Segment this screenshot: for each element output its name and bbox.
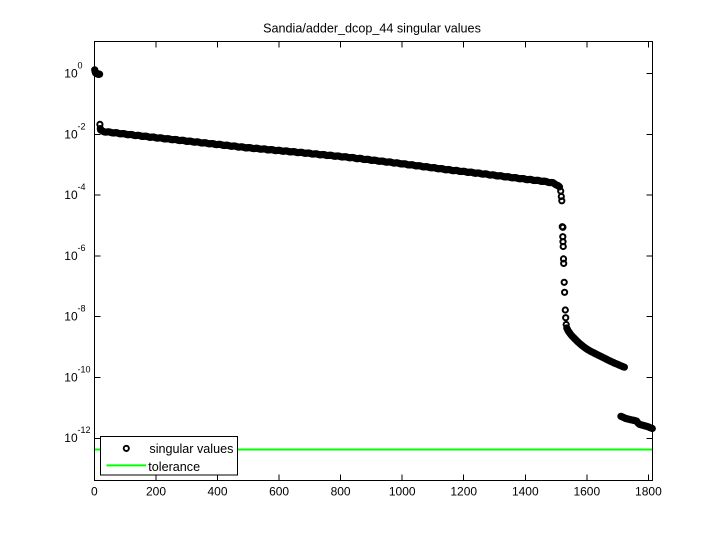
svg-text:10: 10	[64, 127, 78, 141]
svg-text:1600: 1600	[573, 485, 600, 499]
svg-text:1000: 1000	[389, 485, 416, 499]
svg-text:10: 10	[64, 188, 78, 202]
svg-text:-4: -4	[78, 182, 86, 192]
svg-text:10: 10	[64, 249, 78, 263]
svg-text:400: 400	[207, 485, 227, 499]
svg-text:800: 800	[331, 485, 351, 499]
svg-text:200: 200	[146, 485, 166, 499]
svg-text:-10: -10	[78, 364, 91, 374]
svg-text:1800: 1800	[635, 485, 662, 499]
svg-text:1400: 1400	[512, 485, 539, 499]
svg-text:1200: 1200	[450, 485, 477, 499]
svg-text:0: 0	[91, 485, 98, 499]
svg-text:-2: -2	[78, 121, 86, 131]
svg-text:10: 10	[64, 67, 78, 81]
svg-text:10: 10	[64, 431, 78, 445]
svg-text:600: 600	[269, 485, 289, 499]
svg-text:-12: -12	[78, 425, 91, 435]
svg-text:Sandia/adder_dcop_44 singular: Sandia/adder_dcop_44 singular values	[263, 21, 481, 35]
svg-text:tolerance: tolerance	[148, 460, 200, 474]
svg-text:-6: -6	[78, 243, 86, 253]
svg-text:singular values: singular values	[149, 442, 233, 456]
svg-text:-8: -8	[78, 304, 86, 314]
svg-text:0: 0	[78, 61, 83, 71]
svg-text:10: 10	[64, 310, 78, 324]
svg-text:10: 10	[64, 370, 78, 384]
